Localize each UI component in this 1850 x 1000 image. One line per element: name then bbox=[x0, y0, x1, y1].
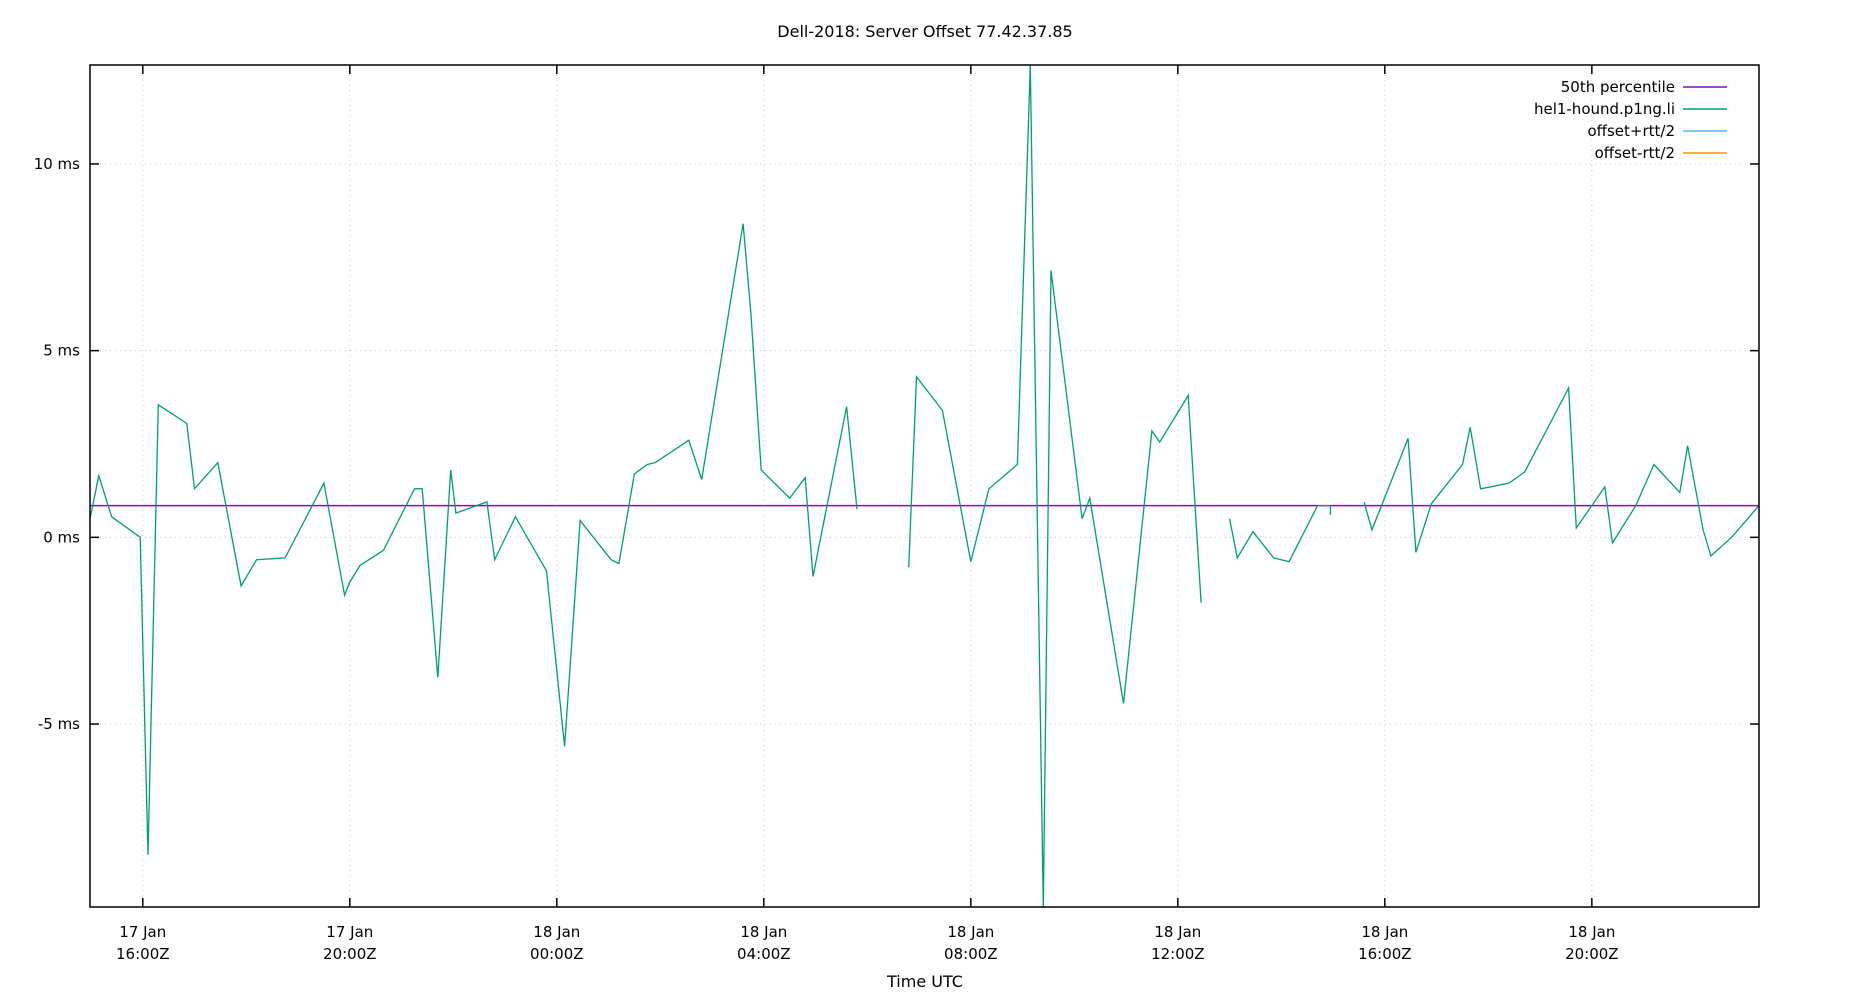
legend-label: offset+rtt/2 bbox=[1587, 122, 1675, 140]
x-tick-label-date: 18 Jan bbox=[1361, 923, 1408, 941]
legend-label: 50th percentile bbox=[1561, 78, 1675, 96]
chart-title: Dell-2018: Server Offset 77.42.37.85 bbox=[777, 22, 1073, 41]
x-tick-label-time: 16:00Z bbox=[1358, 945, 1412, 963]
series-line bbox=[908, 64, 1202, 908]
x-tick-label-time: 12:00Z bbox=[1151, 945, 1205, 963]
y-tick-label: -5 ms bbox=[38, 715, 80, 733]
x-tick-label-time: 20:00Z bbox=[1565, 945, 1619, 963]
series-line bbox=[1228, 504, 1332, 563]
series-line bbox=[1363, 385, 1760, 558]
x-tick-label-date: 17 Jan bbox=[119, 923, 166, 941]
x-tick-label-time: 20:00Z bbox=[323, 945, 377, 963]
legend-label: offset-rtt/2 bbox=[1595, 144, 1675, 162]
x-tick-label-date: 18 Jan bbox=[533, 923, 580, 941]
y-tick-label: 5 ms bbox=[43, 342, 80, 360]
x-tick-label-date: 18 Jan bbox=[1568, 923, 1615, 941]
x-tick-label-time: 16:00Z bbox=[116, 945, 170, 963]
x-tick-label-date: 18 Jan bbox=[947, 923, 994, 941]
y-tick-label: 10 ms bbox=[34, 155, 80, 173]
x-axis-label: Time UTC bbox=[887, 972, 963, 991]
y-tick-label: 0 ms bbox=[43, 528, 80, 546]
x-tick-label-time: 04:00Z bbox=[737, 945, 791, 963]
x-tick-label-time: 08:00Z bbox=[944, 945, 998, 963]
series-line bbox=[89, 223, 858, 855]
x-tick-label-date: 18 Jan bbox=[740, 923, 787, 941]
x-tick-label-time: 00:00Z bbox=[530, 945, 584, 963]
plot-frame bbox=[89, 64, 1760, 908]
x-tick-label-date: 18 Jan bbox=[1154, 923, 1201, 941]
x-tick-label-date: 17 Jan bbox=[326, 923, 373, 941]
legend-label: hel1-hound.p1ng.li bbox=[1534, 100, 1675, 118]
